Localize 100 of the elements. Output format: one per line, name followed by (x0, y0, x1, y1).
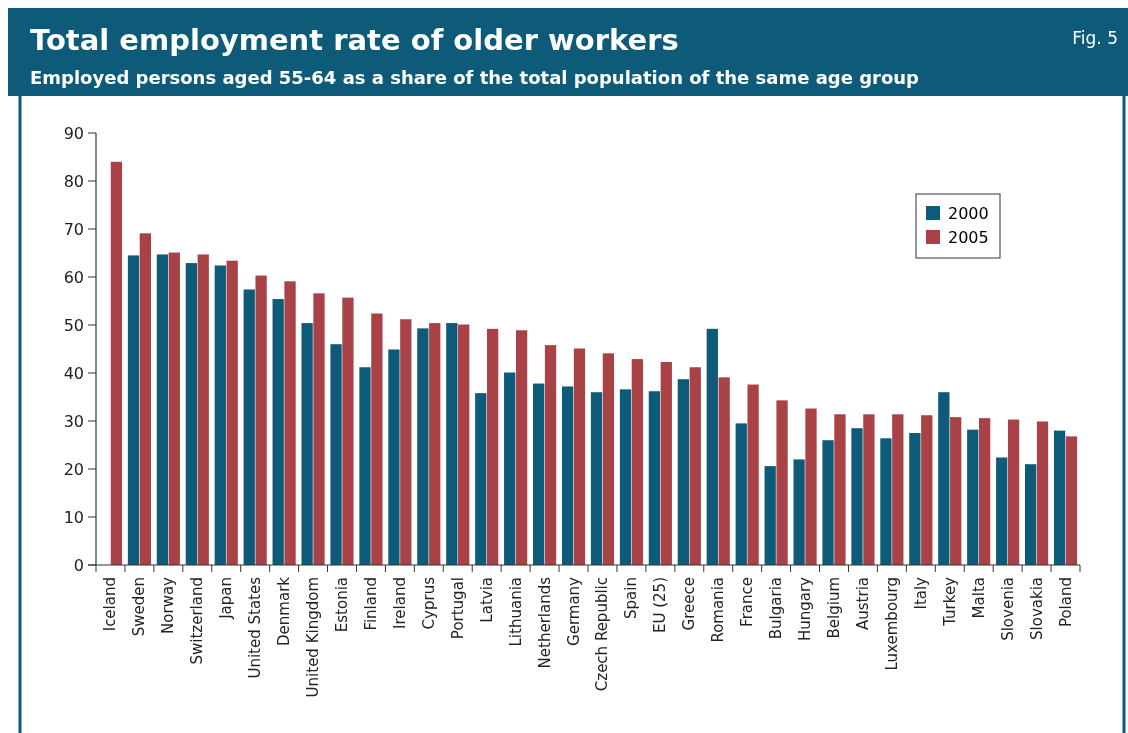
bar (359, 367, 371, 565)
bar (127, 255, 140, 565)
legend-label: 2000 (948, 203, 989, 223)
y-tick-label: 60 (63, 267, 84, 287)
x-tick-label: Turkey (940, 576, 959, 627)
x-tick-label: EU (25) (651, 577, 670, 634)
bar (706, 328, 718, 565)
bar (950, 417, 962, 565)
legend-label: 2005 (948, 227, 989, 247)
chart-subtitle: Employed persons aged 55-64 as a share of the total population of the same age group (30, 67, 920, 88)
bar (1007, 419, 1020, 565)
bar (880, 438, 892, 565)
bar (776, 400, 788, 565)
bar (156, 254, 169, 565)
y-tick-label: 50 (63, 315, 84, 335)
x-tick-label: Czech Republic (593, 577, 612, 692)
bar (487, 328, 499, 565)
x-tick-label: Switzerland (188, 577, 207, 665)
x-tick-label: Slovenia (998, 577, 1017, 641)
x-tick-label: Ireland (390, 577, 409, 629)
x-tick-label: France (738, 577, 757, 627)
bar (718, 377, 730, 565)
x-tick-label: Italy (911, 576, 930, 610)
y-tick-label: 70 (63, 219, 84, 239)
x-tick-label: Sweden (130, 577, 149, 637)
bar (967, 429, 979, 565)
bar (168, 252, 180, 565)
x-tick-label: Poland (1056, 577, 1075, 628)
bar (590, 392, 603, 565)
x-tick-label: Japan (217, 577, 236, 620)
bar (313, 293, 325, 565)
bar (243, 289, 255, 565)
bar (1053, 430, 1066, 565)
x-tick-label: Portugal (448, 577, 467, 640)
bar (330, 344, 342, 565)
bar (388, 349, 400, 565)
bar (400, 319, 412, 565)
bar (805, 408, 817, 565)
bar (909, 433, 921, 565)
bar (214, 265, 226, 565)
bar (834, 414, 846, 565)
bar (735, 423, 747, 565)
x-tick-label: United Kingdom (304, 577, 323, 698)
x-tick-label: Estonia (333, 577, 351, 633)
bar (863, 414, 875, 565)
bar (921, 415, 933, 565)
bar (371, 313, 383, 565)
bar (185, 263, 197, 565)
y-tick-label: 30 (63, 411, 84, 431)
x-tick-label: Hungary (796, 576, 815, 642)
y-tick-label: 90 (63, 123, 84, 143)
bar (573, 348, 586, 565)
x-tick-label: Slovakia (1027, 577, 1046, 640)
x-tick-label: United States (246, 576, 265, 679)
bar (1025, 464, 1037, 565)
y-tick-label: 20 (63, 459, 84, 479)
bar (648, 391, 661, 565)
bar (938, 392, 950, 565)
bar (979, 418, 991, 565)
bar (764, 466, 776, 565)
x-tick-label: Iceland (101, 577, 120, 632)
bar (139, 233, 151, 565)
bar (533, 383, 545, 565)
bar (1065, 436, 1078, 565)
x-tick-label: Latvia (477, 577, 496, 623)
bar (677, 379, 689, 565)
bar (561, 386, 574, 565)
x-tick-label: Finland (361, 577, 380, 631)
x-tick-label: Norway (159, 576, 178, 634)
x-tick-label: Malta (969, 577, 988, 619)
bar (475, 393, 487, 565)
x-tick-label: Cyprus (419, 576, 438, 630)
bar (110, 161, 123, 565)
bar (996, 457, 1008, 565)
x-tick-label: Denmark (275, 576, 294, 646)
x-tick-label: Spain (622, 577, 641, 619)
bar (197, 254, 209, 565)
y-tick-label: 40 (63, 363, 84, 383)
bar (631, 359, 643, 565)
bar (504, 372, 516, 565)
bar (272, 299, 284, 565)
caption: Fig. 5 (1072, 28, 1118, 48)
x-tick-label: Netherlands (535, 576, 554, 669)
x-tick-label: Austria (853, 577, 872, 630)
bar (689, 367, 701, 565)
bar (301, 323, 313, 565)
bar (255, 275, 267, 565)
bar (892, 414, 904, 565)
bar (544, 345, 557, 565)
bar (417, 328, 429, 565)
bar (851, 428, 863, 565)
bar (515, 330, 528, 565)
bar (429, 323, 441, 565)
bar (446, 323, 458, 565)
bar (342, 297, 354, 565)
bar (602, 353, 615, 565)
bar (458, 324, 470, 565)
bar (747, 384, 759, 565)
x-tick-label: Greece (680, 577, 699, 631)
bar (1036, 421, 1049, 565)
